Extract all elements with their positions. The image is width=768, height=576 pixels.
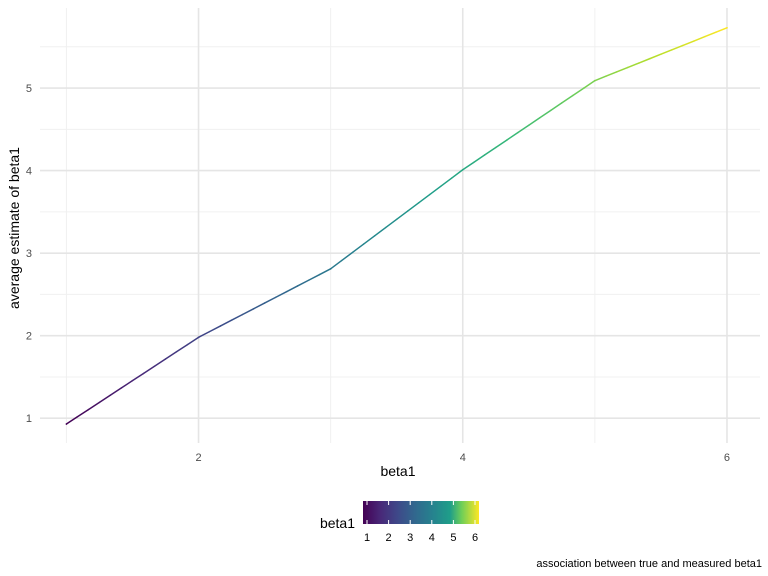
x-axis-ticks: 2 4 6 [195,452,730,464]
legend-tick-label: 2 [386,532,392,544]
x-axis-title: beta1 [380,463,415,479]
y-tick-label: 1 [26,413,32,425]
x-tick-label: 2 [195,452,201,464]
line-segment [462,79,596,171]
y-tick-label: 3 [26,248,32,260]
series-layer [65,27,728,425]
legend-title: beta1 [320,515,355,531]
data-point [726,27,728,29]
legend-tick-label: 3 [407,532,413,544]
legend-tick-label: 6 [472,532,478,544]
data-point [594,79,596,82]
data-point [461,168,464,171]
x-tick-label: 4 [460,452,466,464]
chart-caption: association between true and measured be… [536,558,762,570]
y-axis-title: average estimate of beta1 [6,147,22,309]
line-segment [197,268,332,339]
y-axis-ticks: 1 2 3 4 5 [26,83,32,425]
line-segment [329,169,464,270]
legend-ticks: 1 2 3 4 5 6 [364,501,478,544]
legend: beta1 1 2 3 4 5 6 [320,501,479,544]
legend-colorbar [363,501,479,524]
x-tick-label: 6 [724,452,730,464]
y-tick-label: 2 [26,331,32,343]
data-point [65,423,68,425]
y-tick-label: 4 [26,166,32,178]
line-segment [594,27,728,82]
data-point [329,268,332,270]
legend-tick-label: 5 [450,532,456,544]
y-tick-label: 5 [26,83,32,95]
line-segment [65,336,200,425]
legend-tick-label: 1 [364,532,370,544]
data-point [197,336,200,339]
grid-layer [40,8,760,443]
legend-tick-label: 4 [429,532,435,544]
